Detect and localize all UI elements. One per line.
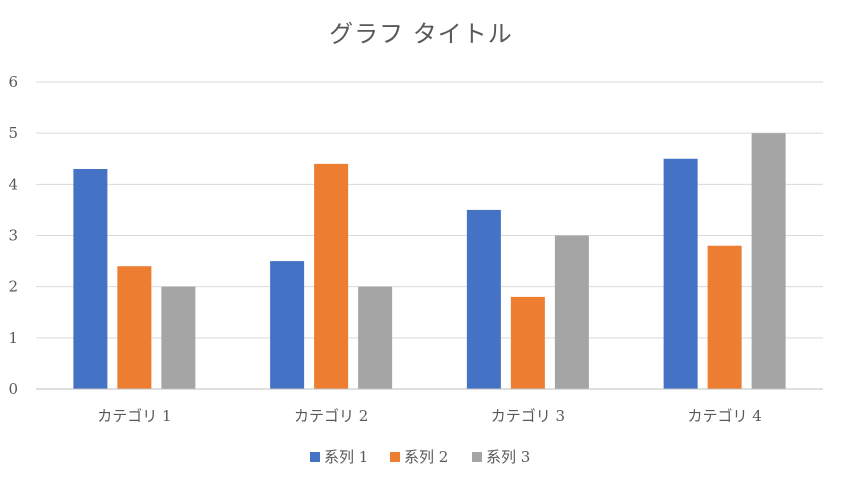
bar-series1-category2	[270, 261, 305, 389]
legend: 系列 1 系列 2 系列 3	[310, 448, 530, 466]
category-label: カテゴリ 4	[687, 407, 761, 425]
category-label: カテゴリ 1	[97, 407, 171, 425]
bar-series3-category4	[751, 133, 786, 389]
bar-series2-category4	[707, 245, 742, 389]
chart-title: グラフ タイトル	[329, 20, 513, 48]
y-tick-label: 5	[8, 124, 18, 142]
y-axis-ticks: 0 1 2 3 4 5 6	[8, 73, 18, 398]
bar-series1-category4	[663, 158, 698, 389]
legend-label: 系列 2	[404, 448, 448, 466]
gridlines	[36, 81, 823, 339]
bar-series3-category3	[554, 235, 589, 389]
x-axis-categories: カテゴリ 1 カテゴリ 2 カテゴリ 3 カテゴリ 4	[97, 407, 762, 425]
legend-swatch	[310, 452, 320, 462]
bar-series2-category1	[117, 266, 152, 389]
bar-series1-category3	[466, 209, 501, 389]
bar-series3-category2	[358, 286, 393, 389]
bar-series3-category1	[161, 286, 196, 389]
y-tick-label: 0	[8, 380, 18, 398]
y-tick-label: 4	[8, 175, 18, 193]
y-tick-label: 6	[8, 73, 18, 91]
bar-series1-category1	[73, 168, 108, 389]
category-label: カテゴリ 3	[491, 407, 565, 425]
bars	[73, 133, 786, 389]
legend-label: 系列 1	[324, 448, 368, 466]
y-tick-label: 3	[8, 227, 18, 245]
bar-series2-category3	[510, 296, 545, 389]
y-tick-label: 2	[8, 278, 18, 296]
legend-swatch	[390, 452, 400, 462]
y-tick-label: 1	[8, 329, 18, 347]
legend-label: 系列 3	[486, 448, 530, 466]
bar-series2-category2	[314, 163, 349, 389]
legend-swatch	[472, 452, 482, 462]
category-label: カテゴリ 2	[294, 407, 368, 425]
